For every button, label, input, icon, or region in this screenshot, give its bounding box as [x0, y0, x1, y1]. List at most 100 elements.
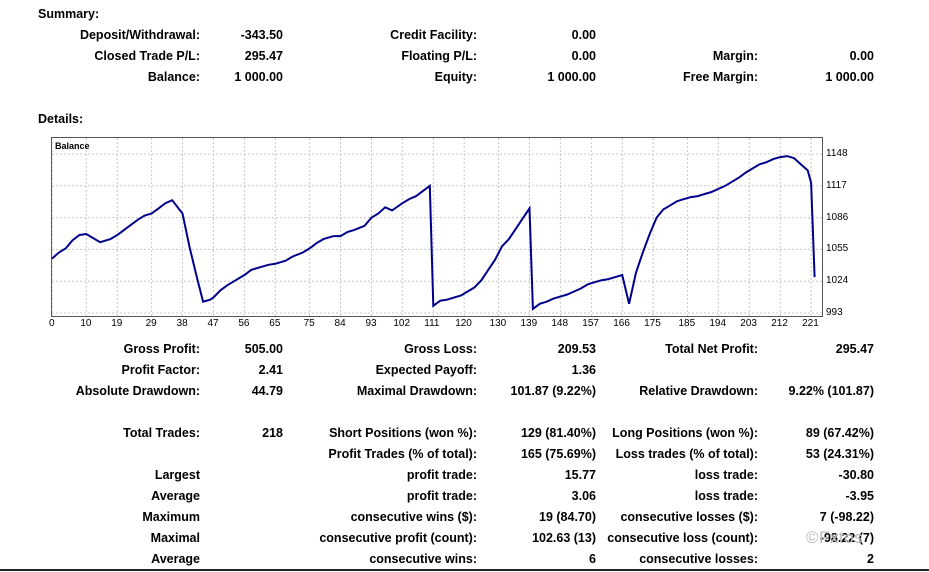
x-tick-label: 203	[740, 318, 757, 329]
equity-label: Equity:	[434, 70, 477, 84]
stat-label: Gross Profit:	[123, 342, 200, 356]
stat-value: 7 (-98.22)	[819, 510, 874, 524]
stat-value: 218	[262, 426, 283, 440]
y-tick-label: 1148	[826, 148, 848, 159]
free-margin-value: 1 000.00	[825, 70, 874, 84]
balance-value: 1 000.00	[234, 70, 283, 84]
x-tick-label: 120	[455, 318, 472, 329]
stat-label: Loss trades (% of total):	[615, 447, 758, 461]
closed-pl-value: 295.47	[244, 49, 283, 63]
stat-value: -98.22 (7)	[819, 531, 874, 545]
stat-value: 101.87 (9.22%)	[510, 384, 596, 398]
stat-label: consecutive loss (count):	[607, 531, 758, 545]
stat-value: 209.53	[557, 342, 596, 356]
x-tick-label: 185	[678, 318, 696, 329]
stat-label: loss trade:	[694, 489, 758, 503]
x-tick-label: 111	[424, 318, 440, 329]
summary-title: Summary:	[38, 7, 100, 21]
stat-label: Total Trades:	[123, 426, 200, 440]
x-tick-label: 29	[145, 318, 157, 329]
stat-label: Short Positions (won %):	[329, 426, 477, 440]
y-tick-label: 1117	[826, 179, 847, 191]
x-tick-label: 157	[582, 318, 599, 329]
stat-label: profit trade:	[406, 489, 477, 503]
x-tick-label: 10	[80, 318, 92, 329]
x-tick-label: 139	[520, 318, 538, 329]
stat-label: consecutive wins ($):	[350, 510, 477, 524]
x-tick-label: 47	[207, 318, 219, 329]
stat-value: 19 (84.70)	[539, 510, 596, 524]
stat-value: 2.41	[258, 363, 283, 377]
bottom-divider	[0, 569, 929, 571]
stat-label: Profit Factor:	[121, 363, 200, 377]
stat-label: Gross Loss:	[404, 342, 477, 356]
stat-label: Absolute Drawdown:	[75, 384, 200, 398]
stat-label: Average	[151, 552, 200, 566]
x-tick-label: 194	[709, 318, 727, 329]
stat-label: Relative Drawdown:	[639, 384, 758, 398]
stat-value: 295.47	[835, 342, 874, 356]
x-tick-label: 19	[111, 318, 123, 329]
stat-label: Profit Trades (% of total):	[328, 447, 477, 461]
free-margin-label: Free Margin:	[682, 70, 758, 84]
x-tick-label: 56	[238, 318, 250, 329]
x-tick-label: 65	[269, 318, 281, 329]
watermark-logo: ©Fxtos	[806, 528, 864, 547]
details-title: Details:	[38, 112, 84, 126]
stat-label: Long Positions (won %):	[612, 426, 758, 440]
stat-value: 9.22% (101.87)	[788, 384, 874, 398]
deposit-label: Deposit/Withdrawal:	[79, 28, 200, 42]
floating-label: Floating P/L:	[401, 49, 477, 63]
equity-value: 1 000.00	[547, 70, 596, 84]
stat-value: 129 (81.40%)	[520, 426, 596, 440]
stat-value: 2	[867, 552, 874, 566]
stat-label: consecutive wins:	[369, 552, 477, 566]
credit-label: Credit Facility:	[390, 28, 477, 42]
stat-label: consecutive profit (count):	[319, 531, 477, 545]
credit-value: 0.00	[571, 28, 596, 42]
chart-title: Balance	[55, 141, 90, 151]
floating-value: 0.00	[571, 49, 596, 63]
stat-label: loss trade:	[694, 468, 758, 482]
x-tick-label: 221	[802, 318, 819, 329]
stat-value: 53 (24.31%)	[805, 447, 874, 461]
stat-label: Largest	[154, 468, 200, 482]
closed-pl-label: Closed Trade P/L:	[94, 49, 200, 63]
y-tick-label: 993	[826, 307, 843, 318]
stat-value: 505.00	[244, 342, 283, 356]
x-tick-label: 166	[613, 318, 630, 329]
x-tick-label: 0	[49, 318, 55, 329]
y-tick-label: 1055	[826, 243, 849, 255]
stat-value: 44.79	[251, 384, 283, 398]
x-tick-label: 93	[365, 318, 377, 329]
stat-value: 3.06	[571, 489, 596, 503]
stat-value: 1.36	[571, 363, 596, 377]
balance-series-line	[52, 155, 816, 311]
x-tick-label: 84	[334, 318, 346, 329]
stat-label: Maximum	[142, 510, 200, 524]
x-tick-label: 38	[176, 318, 188, 329]
stat-value: 6	[589, 552, 596, 566]
stat-label: Total Net Profit:	[665, 342, 758, 356]
balance-chart-plot: Balance	[52, 138, 822, 316]
stat-label: Average	[151, 489, 200, 503]
x-tick-label: 148	[551, 318, 569, 329]
x-tick-label: 75	[303, 318, 315, 329]
stat-label: profit trade:	[406, 468, 477, 482]
stat-value: 15.77	[564, 468, 596, 482]
stat-value: -30.80	[838, 468, 874, 482]
x-tick-label: 102	[393, 318, 411, 329]
stat-label: Expected Payoff:	[375, 363, 477, 377]
stat-value: 89 (67.42%)	[805, 426, 874, 440]
margin-label: Margin:	[712, 49, 758, 63]
x-tick-label: 175	[644, 318, 661, 329]
margin-value: 0.00	[849, 49, 874, 63]
stat-value: 102.63 (13)	[532, 531, 596, 545]
stat-label: consecutive losses ($):	[620, 510, 758, 524]
stat-label: Maximal	[150, 531, 200, 545]
x-tick-label: 130	[489, 318, 507, 329]
y-tick-label: 1024	[826, 275, 849, 287]
x-tick-label: 212	[771, 318, 788, 329]
stat-value: -3.95	[845, 489, 875, 503]
y-tick-label: 1086	[826, 211, 849, 223]
